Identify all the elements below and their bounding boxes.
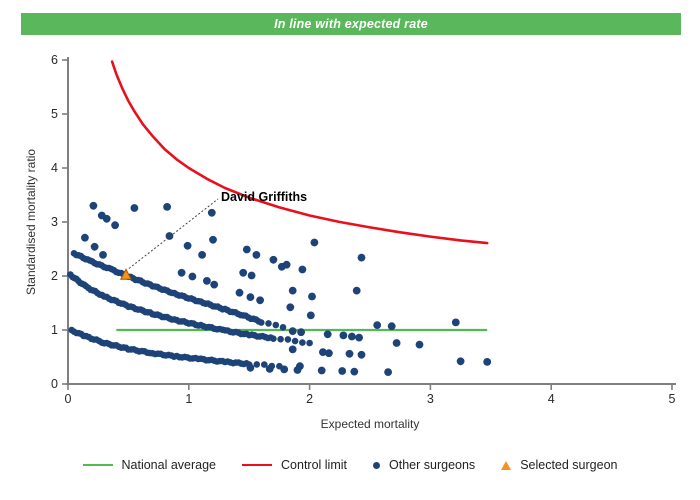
svg-text:4: 4 — [548, 392, 555, 406]
svg-text:2: 2 — [51, 269, 58, 283]
x-axis-title: Expected mortality — [320, 417, 420, 431]
annotation-connector-line — [128, 198, 219, 269]
status-banner-text: In line with expected rate — [274, 17, 428, 31]
other-surgeons-bands — [67, 250, 313, 370]
axes — [66, 57, 676, 385]
legend-label: National average — [121, 458, 217, 472]
legend-label: Other surgeons — [389, 458, 476, 472]
selected-surgeon-marker — [119, 268, 133, 280]
selected-surgeon-triangle-swatch — [501, 460, 512, 470]
status-banner: In line with expected rate — [21, 13, 681, 35]
svg-text:5: 5 — [51, 107, 58, 121]
y-axis-title: Standardised mortality ratio — [24, 148, 38, 296]
control-limit-curve — [110, 60, 489, 245]
other-surgeons-points — [81, 201, 492, 376]
legend-item-selected-surgeon: Selected surgeon — [501, 458, 617, 472]
svg-text:0: 0 — [51, 377, 58, 391]
svg-text:0: 0 — [65, 392, 72, 406]
svg-text:2: 2 — [306, 392, 313, 406]
control-limit-line-swatch — [242, 464, 273, 466]
svg-text:6: 6 — [51, 53, 58, 67]
svg-text:4: 4 — [51, 161, 58, 175]
legend-label: Control limit — [281, 458, 348, 472]
legend-item-other-surgeons: Other surgeons — [373, 458, 475, 472]
legend-item-control-limit: Control limit — [242, 458, 347, 472]
svg-text:1: 1 — [51, 323, 58, 337]
svg-text:3: 3 — [51, 215, 58, 229]
legend-item-national-average: National average — [82, 458, 217, 472]
selected-surgeon-annotation: David Griffiths — [221, 190, 308, 204]
legend-label: Selected surgeon — [520, 458, 618, 472]
svg-text:5: 5 — [669, 392, 676, 406]
chart-legend: National average Control limit Other sur… — [0, 458, 700, 472]
svg-text:3: 3 — [427, 392, 434, 406]
x-axis-ticks: 0 1 2 3 4 5 — [65, 384, 676, 406]
national-average-line-swatch — [82, 464, 113, 466]
svg-text:1: 1 — [185, 392, 192, 406]
y-axis-ticks: 0 1 2 3 4 5 6 — [51, 53, 68, 391]
other-surgeons-dot-swatch — [373, 461, 381, 469]
